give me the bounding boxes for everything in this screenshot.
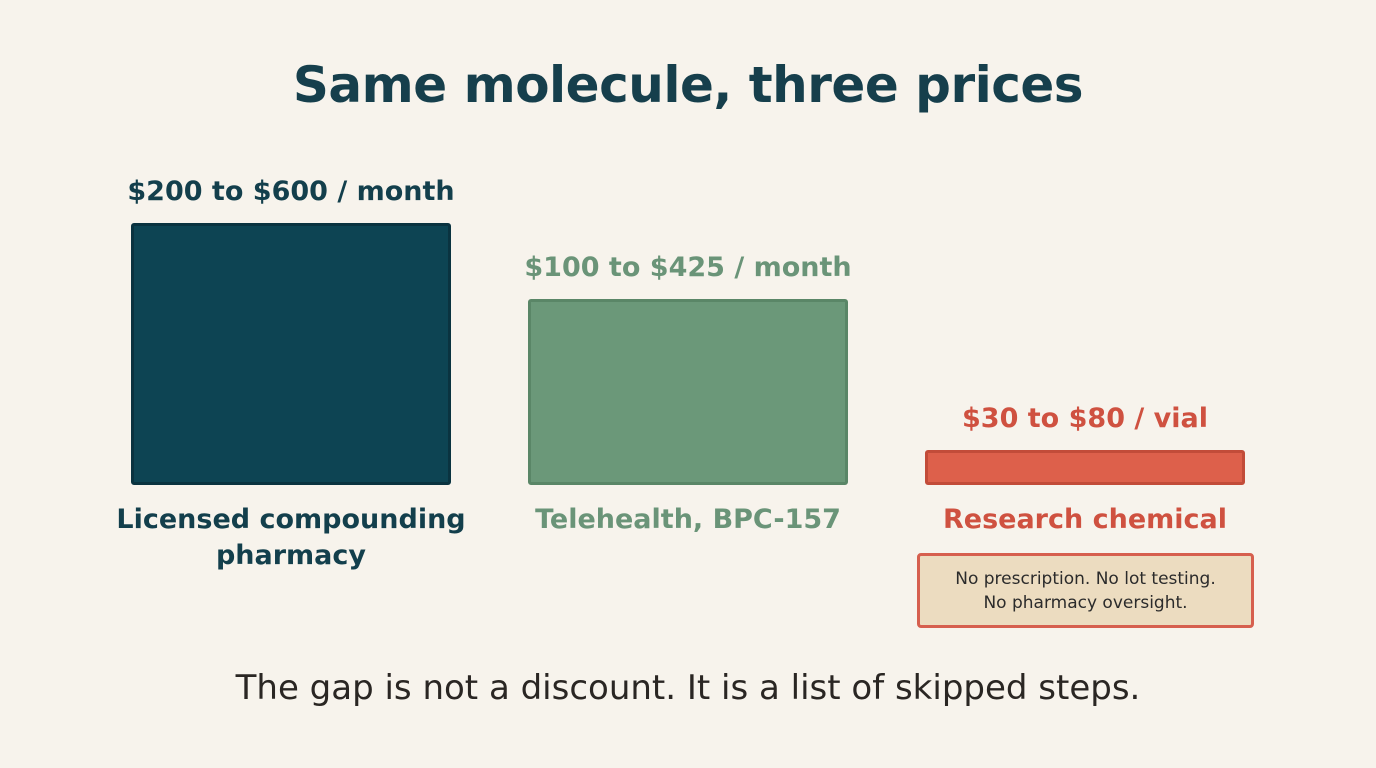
category-label-3: Research chemical <box>942 504 1228 535</box>
bar-value-label-1: $200 to $600 / month <box>127 176 455 207</box>
warning-note: No prescription. No lot testing. No phar… <box>917 553 1254 628</box>
chart-title: Same molecule, three prices <box>292 56 1084 114</box>
bar-value-label-2: $100 to $425 / month <box>524 252 852 283</box>
category-label-2: Telehealth, BPC-157 <box>535 504 841 535</box>
category-label-1: Licensed compounding pharmacy <box>116 504 466 571</box>
bar-1 <box>131 223 451 485</box>
bar-3 <box>925 450 1245 485</box>
warning-note-line-1: No prescription. No lot testing. <box>955 568 1216 589</box>
bar-2 <box>528 299 848 485</box>
bar-value-label-3: $30 to $80 / vial <box>962 403 1208 434</box>
footer-caption: The gap is not a discount. It is a list … <box>235 668 1141 708</box>
warning-note-line-2: No pharmacy oversight. <box>983 592 1188 613</box>
